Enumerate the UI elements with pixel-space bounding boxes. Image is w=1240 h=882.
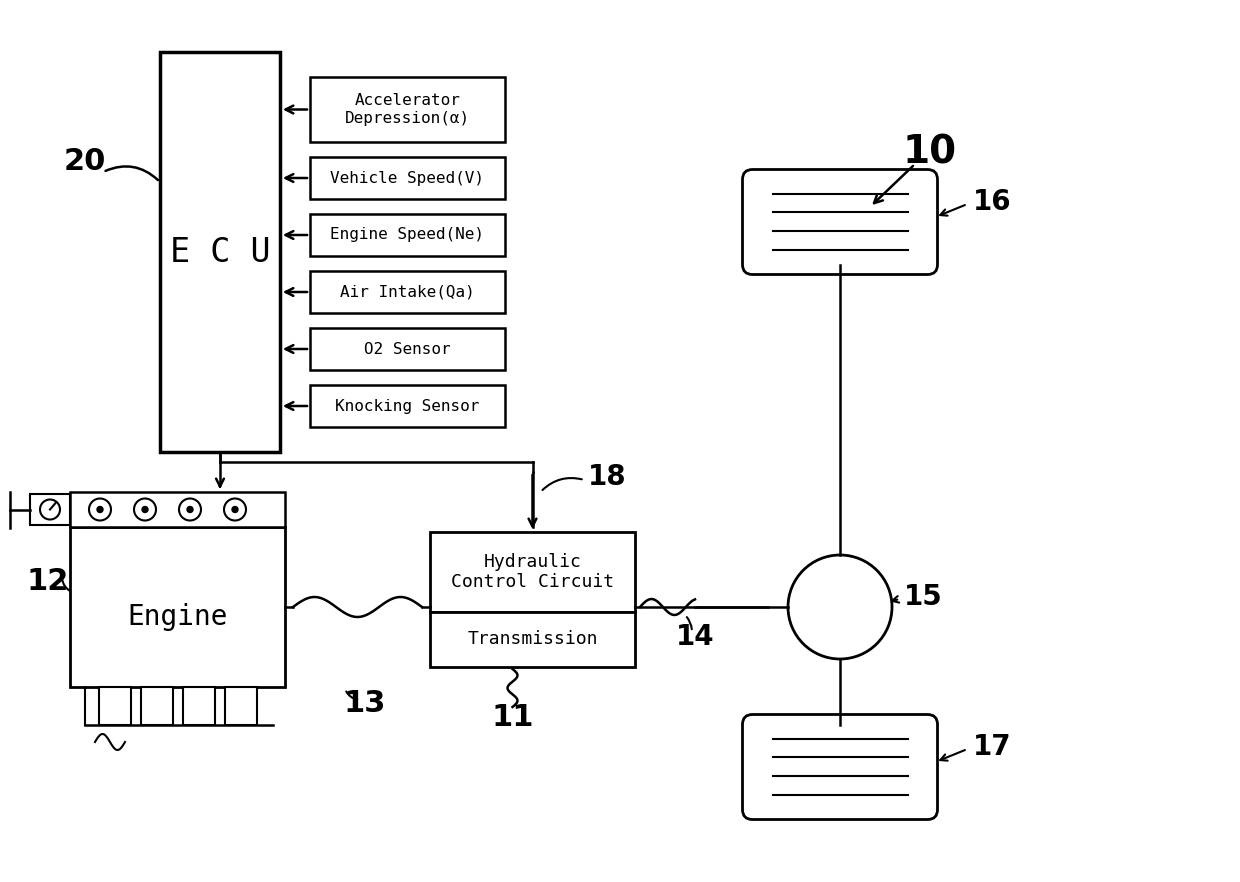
Text: 15: 15 — [904, 583, 942, 611]
Text: 20: 20 — [63, 147, 107, 176]
Text: Engine: Engine — [128, 603, 228, 631]
Bar — [160, 52, 280, 452]
FancyBboxPatch shape — [743, 169, 937, 274]
Text: Engine Speed(Ne): Engine Speed(Ne) — [331, 228, 485, 243]
FancyBboxPatch shape — [743, 714, 937, 819]
Circle shape — [789, 556, 892, 658]
Circle shape — [187, 506, 193, 512]
Bar — [310, 328, 505, 370]
Bar — [224, 687, 257, 725]
Bar — [310, 385, 505, 427]
Text: 10: 10 — [903, 133, 957, 171]
Bar — [98, 687, 130, 725]
Text: 17: 17 — [972, 733, 1011, 761]
Bar — [310, 214, 505, 256]
Circle shape — [97, 506, 103, 512]
Bar — [69, 527, 285, 687]
Bar — [310, 271, 505, 313]
Circle shape — [232, 506, 238, 512]
Text: Vehicle Speed(V): Vehicle Speed(V) — [331, 170, 485, 185]
Bar — [69, 492, 285, 527]
Text: Transmission: Transmission — [467, 631, 598, 648]
Bar — [310, 157, 505, 199]
Text: 12: 12 — [27, 567, 69, 596]
Bar — [310, 77, 505, 142]
Bar — [430, 612, 635, 667]
Text: 16: 16 — [972, 188, 1011, 216]
Text: E C U: E C U — [170, 235, 270, 268]
Text: O2 Sensor: O2 Sensor — [365, 341, 451, 356]
Text: 13: 13 — [343, 690, 386, 719]
Text: Air Intake(Qa): Air Intake(Qa) — [340, 285, 475, 300]
Circle shape — [143, 506, 148, 512]
Bar — [140, 687, 172, 725]
Text: 11: 11 — [491, 702, 533, 731]
Text: 14: 14 — [676, 623, 714, 651]
Text: 18: 18 — [588, 463, 626, 491]
Text: Knocking Sensor: Knocking Sensor — [335, 399, 480, 414]
Bar — [30, 494, 69, 525]
Bar — [182, 687, 215, 725]
Text: Accelerator
Depression(α): Accelerator Depression(α) — [345, 93, 470, 126]
Text: Hydraulic
Control Circuit: Hydraulic Control Circuit — [451, 553, 614, 592]
Bar — [430, 532, 635, 612]
